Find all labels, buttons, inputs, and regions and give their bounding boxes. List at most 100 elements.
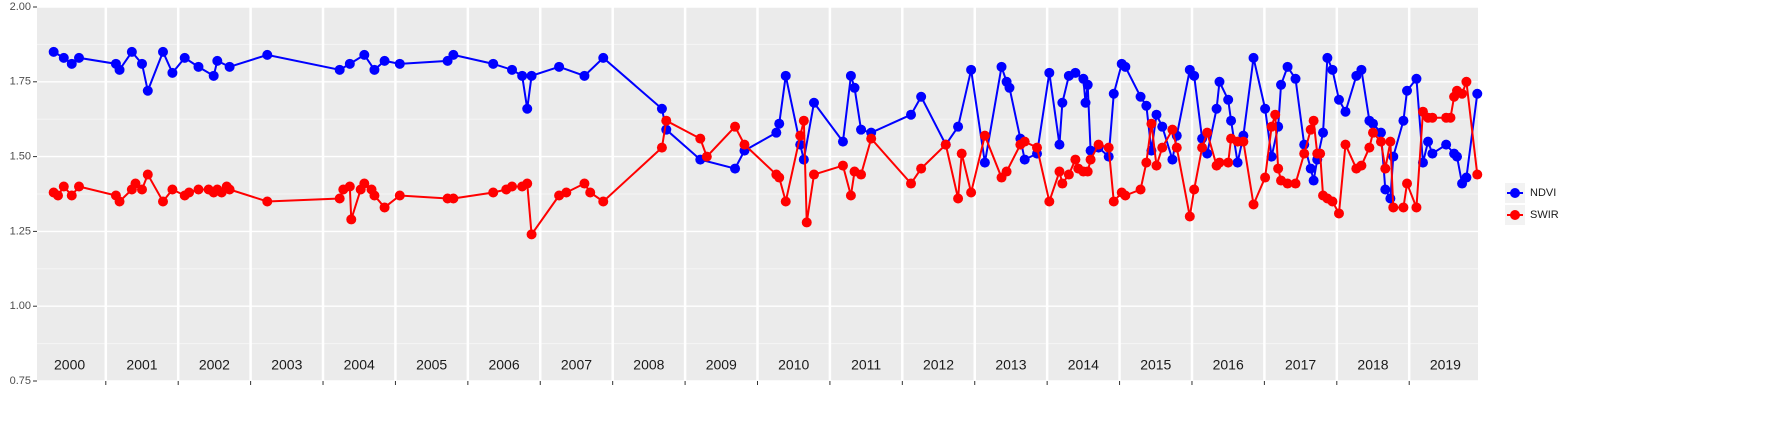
data-point <box>448 193 459 204</box>
data-point <box>1282 61 1293 72</box>
data-point <box>1108 196 1119 207</box>
data-point <box>837 136 848 147</box>
data-point <box>1082 79 1093 90</box>
data-point <box>1214 157 1225 168</box>
data-point <box>526 229 537 240</box>
data-point <box>208 70 219 81</box>
data-point <box>966 64 977 75</box>
data-point <box>517 70 528 81</box>
data-point <box>598 196 609 207</box>
data-point <box>369 64 380 75</box>
data-point <box>1380 184 1391 195</box>
data-point <box>1184 211 1195 222</box>
year-label: 2010 <box>778 357 809 373</box>
data-point <box>1146 118 1157 129</box>
data-point <box>774 118 785 129</box>
data-point <box>1054 166 1065 177</box>
data-point <box>1266 121 1277 132</box>
data-point <box>1318 127 1329 138</box>
data-point <box>1054 139 1065 150</box>
data-point <box>856 169 867 180</box>
data-point <box>212 55 223 66</box>
data-point <box>585 187 596 198</box>
data-point <box>1385 136 1396 147</box>
data-point <box>1223 157 1234 168</box>
data-point <box>179 52 190 63</box>
data-point <box>1398 202 1409 213</box>
data-point <box>1167 154 1178 165</box>
data-point <box>856 124 867 135</box>
data-point <box>1004 82 1015 93</box>
data-point <box>1411 73 1422 84</box>
year-label: 2019 <box>1430 357 1461 373</box>
year-label: 2008 <box>633 357 664 373</box>
data-point <box>1063 169 1074 180</box>
data-point <box>1356 160 1367 171</box>
data-point <box>1388 202 1399 213</box>
data-point <box>1356 64 1367 75</box>
data-point <box>507 181 518 192</box>
data-point <box>837 160 848 171</box>
data-point <box>866 133 877 144</box>
data-point <box>1308 115 1319 126</box>
legend-label: SWIR <box>1530 209 1559 221</box>
data-point <box>1085 154 1096 165</box>
data-point <box>1290 178 1301 189</box>
year-label: 2005 <box>416 357 447 373</box>
data-point <box>1151 109 1162 120</box>
data-point <box>1189 184 1200 195</box>
data-point <box>1375 136 1386 147</box>
data-point <box>1282 178 1293 189</box>
y-tick-label: 1.75 <box>10 76 31 88</box>
data-point <box>1327 196 1338 207</box>
data-point <box>1082 166 1093 177</box>
data-point <box>136 184 147 195</box>
data-point <box>1197 142 1208 153</box>
data-point <box>359 49 370 60</box>
year-label: 2002 <box>199 357 230 373</box>
data-point <box>739 139 750 150</box>
year-label: 2012 <box>923 357 954 373</box>
data-point <box>193 61 204 72</box>
data-point <box>801 217 812 228</box>
data-point <box>522 178 533 189</box>
data-point <box>1260 172 1271 183</box>
data-point <box>1135 91 1146 102</box>
data-point <box>334 193 345 204</box>
data-point <box>966 187 977 198</box>
data-point <box>1333 94 1344 105</box>
data-point <box>1032 142 1043 153</box>
data-point <box>1290 73 1301 84</box>
data-point <box>1398 115 1409 126</box>
data-point <box>359 178 370 189</box>
data-point <box>167 184 178 195</box>
data-point <box>1248 52 1259 63</box>
data-point <box>130 178 141 189</box>
data-point <box>262 196 273 207</box>
data-point <box>224 184 235 195</box>
data-point <box>695 133 706 144</box>
data-point <box>1248 199 1259 210</box>
data-point <box>1368 118 1379 129</box>
data-point <box>126 46 137 57</box>
data-point <box>598 52 609 63</box>
data-point <box>979 130 990 141</box>
data-point <box>1327 64 1338 75</box>
data-point <box>1044 196 1055 207</box>
data-point <box>1270 109 1281 120</box>
data-point <box>1167 124 1178 135</box>
data-point <box>554 61 565 72</box>
data-point <box>1322 52 1333 63</box>
data-point <box>1070 67 1081 78</box>
data-point <box>1423 136 1434 147</box>
data-point <box>1238 136 1249 147</box>
data-point <box>344 181 355 192</box>
data-point <box>579 178 590 189</box>
data-point <box>344 58 355 69</box>
data-point <box>193 184 204 195</box>
data-point <box>730 121 741 132</box>
data-point <box>1388 151 1399 162</box>
year-label: 2004 <box>344 357 375 373</box>
data-point <box>979 157 990 168</box>
year-label: 2016 <box>1213 357 1244 373</box>
